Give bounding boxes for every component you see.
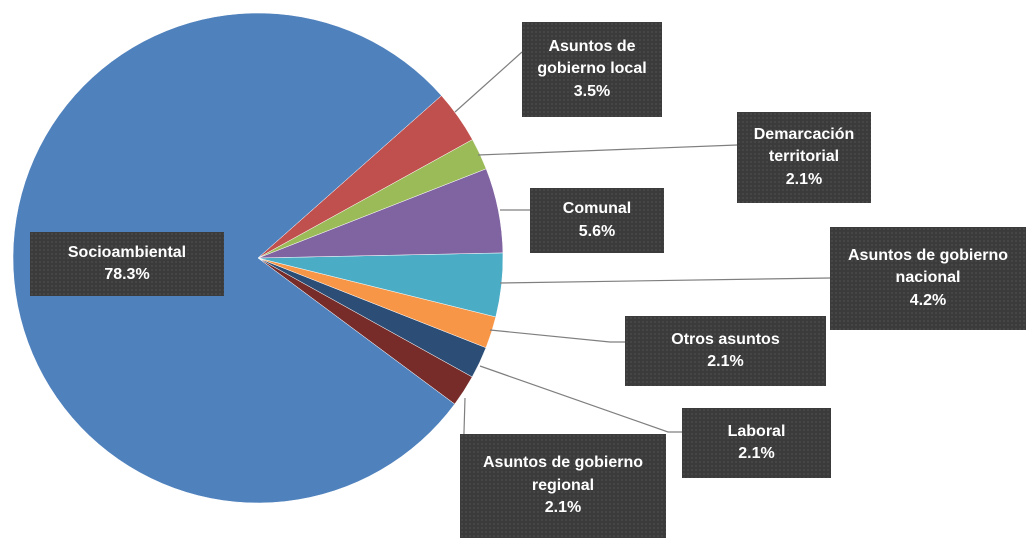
- leader-line: [477, 144, 738, 156]
- leader-line: [479, 365, 682, 433]
- data-label: Demarcación territorial 2.1%: [737, 112, 871, 203]
- pie-slice: [12, 12, 456, 504]
- data-label: Laboral 2.1%: [682, 408, 831, 478]
- data-label: Socioambiental 78.3%: [30, 232, 224, 296]
- leader-line: [454, 51, 523, 113]
- category-label: Comunal: [562, 200, 632, 218]
- data-label: Otros asuntos 2.1%: [625, 316, 826, 386]
- value-label: 4.2%: [909, 291, 947, 309]
- leader-line: [499, 277, 831, 284]
- category-label: Laboral: [727, 422, 786, 440]
- category-label: Asuntos de gobierno regional: [483, 454, 643, 494]
- category-label: Asuntos de gobierno local: [537, 37, 647, 78]
- value-label: 2.1%: [738, 445, 775, 462]
- category-label: Demarcación territorial: [753, 125, 855, 166]
- category-label: Otros asuntos: [671, 330, 780, 348]
- value-label: 5.6%: [578, 222, 616, 240]
- leader-line: [489, 329, 625, 343]
- data-label: Asuntos de gobierno local 3.5%: [522, 22, 662, 117]
- data-label: Comunal 5.6%: [530, 188, 664, 253]
- leader-lines: [454, 51, 831, 501]
- value-label: 3.5%: [573, 82, 611, 100]
- data-label: Asuntos de gobierno regional 2.1%: [460, 434, 666, 538]
- data-label: Asuntos de gobierno nacional 4.2%: [830, 227, 1026, 330]
- value-label: 2.1%: [785, 170, 823, 188]
- category-label: Asuntos de gobierno nacional: [848, 246, 1008, 287]
- category-label: Socioambiental: [67, 243, 187, 261]
- value-label: 78.3%: [104, 266, 150, 283]
- value-label: 2.1%: [707, 353, 744, 370]
- value-label: 2.1%: [544, 499, 582, 517]
